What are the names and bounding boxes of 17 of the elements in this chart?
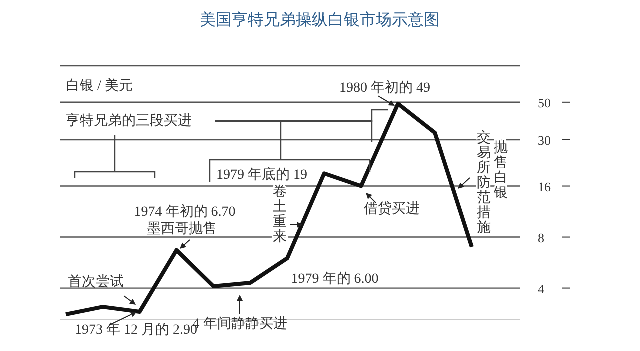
chart-title: 美国亨特兄弟操纵白银市场示意图 <box>199 10 441 31</box>
annotation: 1979 年的 6.00 <box>291 271 379 287</box>
annotation: 抛售白银 <box>493 140 508 201</box>
y-tick-label: 4 <box>538 281 545 296</box>
y-tick-label: 8 <box>538 230 544 246</box>
y-tick-label: 16 <box>538 179 552 194</box>
annotation: 首次尝试 <box>68 274 124 290</box>
y-tick-label: 50 <box>538 95 551 110</box>
annotation: 1979 年底的 19 <box>216 167 308 183</box>
y-tick-label: 30 <box>538 133 551 148</box>
y-axis-title: 白银 / 美元 <box>66 78 133 94</box>
annotation: 亨特兄弟的三段买进 <box>66 113 192 129</box>
annotation: 1974 年初的 6.70 <box>134 204 236 220</box>
annotation: 1980 年初的 49 <box>340 80 430 96</box>
annotation: 借贷买进 <box>364 201 420 217</box>
annotation: 墨西哥抛售 <box>147 221 217 237</box>
line-series <box>64 102 474 317</box>
